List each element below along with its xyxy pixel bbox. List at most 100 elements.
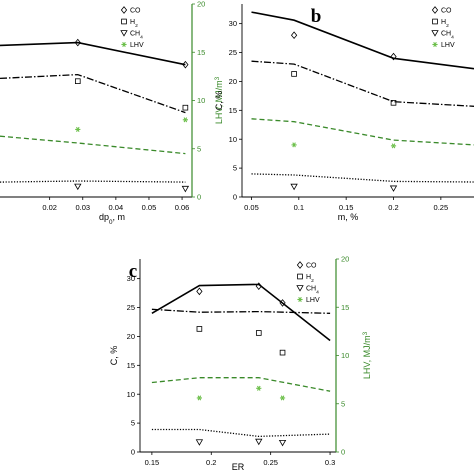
series-line-lhv bbox=[251, 118, 474, 146]
legend-label-ch4: CH4 bbox=[130, 31, 143, 41]
series-line-lhv bbox=[0, 135, 186, 155]
data-point-co bbox=[196, 287, 203, 296]
legend-marker-lhv bbox=[297, 296, 303, 303]
data-point-lhv bbox=[279, 395, 286, 401]
series-line-lhv bbox=[151, 377, 331, 392]
y-tick-label: 10 bbox=[229, 135, 237, 144]
y-tick-label: 0 bbox=[131, 448, 135, 457]
data-point-ch4 bbox=[255, 438, 263, 446]
legend-label-ch4: CH4 bbox=[441, 31, 454, 41]
chart-panel-a: 0.02 0.03 0.04 0.05 0.06 dp0, m 0 5 10 15 20 LHV, M… bbox=[0, 0, 225, 226]
y2-tick-label: 10 bbox=[341, 351, 349, 360]
x-tick-label: 0.05 bbox=[142, 203, 157, 212]
y-tick-label: 0 bbox=[233, 193, 237, 202]
y-tick-label: 20 bbox=[127, 332, 135, 341]
series-line-ch4 bbox=[0, 180, 186, 183]
data-point-h2 bbox=[196, 326, 203, 332]
y2-axis-label: LHV, MJ/m3 bbox=[362, 331, 373, 379]
y-tick-label: 10 bbox=[127, 390, 135, 399]
y-tick-label: 25 bbox=[229, 48, 237, 57]
series-line-co bbox=[251, 11, 474, 70]
data-point-co bbox=[279, 299, 286, 307]
legend-marker-h2 bbox=[432, 18, 438, 25]
x-tick-label: 0.25 bbox=[434, 203, 449, 212]
data-point-lhv bbox=[182, 117, 188, 123]
x-axis-label: ER bbox=[232, 462, 245, 472]
y2-tick-label: 15 bbox=[341, 303, 349, 312]
y-tick-label: 25 bbox=[127, 303, 135, 312]
x-tick-label: 0.06 bbox=[175, 203, 190, 212]
data-point-h2 bbox=[182, 104, 189, 111]
legend-marker-ch4 bbox=[120, 30, 128, 37]
y-tick-label: 20 bbox=[229, 77, 237, 86]
y-tick-label: 15 bbox=[127, 361, 135, 370]
data-point-h2 bbox=[390, 100, 397, 106]
data-point-ch4 bbox=[389, 185, 398, 192]
data-point-co bbox=[74, 38, 81, 47]
y2-axis-label: LHV, MJ/m3 bbox=[214, 76, 225, 124]
series-line-h2 bbox=[251, 60, 474, 107]
y-tick-label: 15 bbox=[229, 106, 237, 115]
x-tick-label: 0.25 bbox=[263, 458, 278, 467]
chart-panel-c: 0.15 0.2 0.25 0.3 ER 0 5 10 15 20 25 30 C, % 0 5 10 15 20… bbox=[109, 255, 372, 472]
x-tick-label: 0.02 bbox=[42, 203, 57, 212]
legend-label-h2: H2 bbox=[130, 19, 138, 29]
x-tick-label: 0.04 bbox=[109, 203, 124, 212]
y2-tick-label: 20 bbox=[341, 255, 349, 264]
chart-panel-b: 0.05 0.1 0.15 0.2 0.25 m, % 0 5 10 15 20 25 30 C, % CO… bbox=[214, 4, 474, 222]
x-tick-label: 0.2 bbox=[206, 458, 216, 467]
data-point-h2 bbox=[279, 349, 286, 356]
x-axis-label: m, % bbox=[338, 212, 359, 222]
x-tick-label: 0.3 bbox=[325, 458, 335, 467]
legend-marker-co bbox=[120, 6, 128, 14]
series-line-ch4 bbox=[151, 428, 331, 438]
y-axis-label: C, % bbox=[109, 346, 119, 366]
legend-marker-co bbox=[296, 261, 304, 269]
x-tick-label: 0.1 bbox=[294, 203, 304, 212]
x-tick-label: 0.03 bbox=[75, 203, 90, 212]
legend-label-lhv: LHV bbox=[306, 297, 320, 304]
data-point-co bbox=[182, 60, 189, 69]
data-point-h2 bbox=[74, 78, 81, 85]
y2-tick-label: 15 bbox=[197, 48, 205, 57]
data-point-co bbox=[390, 52, 397, 61]
legend-marker-lhv bbox=[432, 41, 438, 48]
legend-marker-h2 bbox=[121, 18, 127, 25]
data-point-h2 bbox=[291, 71, 297, 77]
data-point-lhv bbox=[256, 385, 262, 391]
x-tick-label: 0.2 bbox=[388, 203, 398, 212]
data-point-ch4 bbox=[195, 439, 204, 446]
y-axis-label: C, % bbox=[214, 91, 224, 111]
y-tick-label: 30 bbox=[127, 274, 135, 283]
legend-marker-ch4 bbox=[431, 30, 439, 37]
x-tick-label: 0.05 bbox=[244, 203, 259, 212]
data-point-lhv bbox=[196, 395, 202, 401]
legend-marker-co bbox=[431, 6, 439, 14]
data-point-co bbox=[290, 31, 298, 40]
series-line-co bbox=[0, 41, 186, 66]
series-line-h2 bbox=[151, 308, 331, 314]
legend-marker-h2 bbox=[297, 273, 303, 280]
data-point-lhv bbox=[291, 142, 297, 148]
legend-label-co: CO bbox=[306, 263, 317, 270]
legend-marker-lhv bbox=[121, 41, 127, 48]
data-point-ch4 bbox=[74, 183, 82, 191]
data-point-lhv bbox=[390, 143, 397, 149]
legend-label-lhv: LHV bbox=[441, 42, 455, 49]
y2-tick-label: 5 bbox=[341, 399, 345, 408]
x-tick-label: 0.15 bbox=[145, 458, 160, 467]
y2-tick-label: 0 bbox=[341, 448, 345, 457]
x-tick-label: 0.15 bbox=[339, 203, 354, 212]
y-tick-label: 5 bbox=[233, 164, 237, 173]
data-point-lhv bbox=[75, 126, 81, 132]
data-point-ch4 bbox=[181, 185, 190, 193]
legend-label-h2: H2 bbox=[306, 274, 314, 284]
series-line-ch4 bbox=[251, 173, 474, 183]
y2-tick-label: 20 bbox=[197, 0, 205, 9]
data-point-h2 bbox=[255, 330, 262, 336]
y2-tick-label: 10 bbox=[197, 96, 205, 105]
